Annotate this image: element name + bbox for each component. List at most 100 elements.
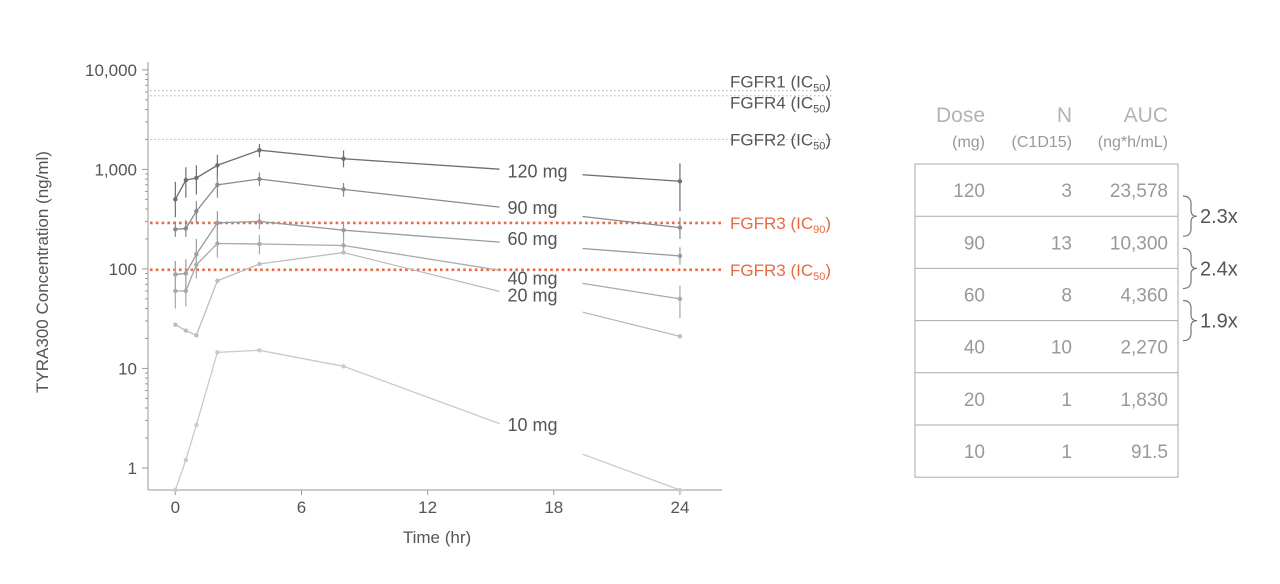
table-cell: 10 [964,442,985,463]
series-line [175,242,500,292]
table-header-title: AUC [1124,104,1168,127]
dose-label: 60 mg [508,229,558,249]
data-point [183,457,189,463]
data-point [677,487,683,493]
data-point [194,422,199,428]
table-cell: 20 [964,390,985,411]
dose-label: 10 mg [508,415,558,435]
table-cell: 10,300 [1110,233,1168,254]
table-cell: 120 [953,181,985,202]
series-line-tail [582,215,681,229]
series-10-mg: 10 mg [173,348,683,493]
ref-label-fgfr3-ic90: FGFR3 (IC90) [730,214,831,236]
table-cell: 1 [1061,442,1072,463]
data-point [677,179,683,184]
data-point [215,241,220,246]
ratio-bracket [1182,195,1198,237]
table-cell: 1 [1061,390,1072,411]
dose-label: 90 mg [508,198,558,218]
ratio-label: 1.9x [1200,311,1238,333]
data-point [341,187,346,192]
data-point [341,243,346,248]
data-point [173,487,178,493]
data-point [183,226,189,231]
y-tick-label: 100 [109,260,137,279]
table-header-title: N [1057,104,1072,127]
table-cell: 13 [1051,233,1072,254]
data-point [215,350,220,355]
data-point [194,175,199,181]
ref-label-fgfr2-ic50: FGFR2 (IC50) [730,130,831,152]
data-point [341,156,346,161]
table-cell: 10 [1051,338,1072,359]
series-20-mg: 20 mg [173,250,683,339]
data-point [173,322,178,327]
series-line-tail [582,174,680,182]
data-point [677,296,683,302]
data-point [215,220,220,226]
data-point [215,278,220,283]
series-120-mg: 120 mg [173,143,683,218]
data-point [215,182,220,188]
x-tick-label: 12 [418,498,437,517]
data-point [215,163,220,168]
table-cell: 1,830 [1120,390,1168,411]
x-tick-label: 24 [670,498,689,517]
ratio-label: 2.4x [1200,258,1238,280]
data-point [341,227,346,233]
table-cell: 3 [1061,181,1072,202]
data-point [173,288,178,294]
y-tick-label: 1,000 [94,160,137,179]
ratio-bracket [1182,247,1198,290]
data-point [257,176,262,182]
data-point [677,225,683,230]
y-tick-label: 1 [128,459,137,478]
ref-label-fgfr3-ic50: FGFR3 (IC50) [730,261,831,283]
x-tick-label: 18 [544,498,563,517]
data-point [677,253,683,259]
series-line [175,251,500,337]
table-header-unit: (mg) [952,134,985,151]
data-point [257,241,262,247]
table-cell: 91.5 [1131,442,1168,463]
ratio-bracket [1182,299,1198,342]
table-header-title: Dose [936,104,985,127]
data-point [183,328,189,333]
data-point [341,250,346,255]
table-cell: 8 [1061,286,1072,307]
y-tick-label: 10,000 [85,61,137,80]
auc-table: Dose(mg)N(C1D15)AUC(ng*h/mL)120 3 23,57890… [914,104,1238,478]
data-point [173,227,178,232]
y-axis-title: TYRA300 Concentration (ng/ml) [33,151,52,393]
table-cell: 40 [964,338,985,359]
series-90-mg: 90 mg [173,172,683,239]
data-point [257,219,262,224]
dose-label: 40 mg [508,269,558,289]
data-point [173,197,178,202]
series-40-mg: 40 mg [173,229,683,319]
series-line-tail [582,453,681,491]
data-point [257,348,262,353]
ref-label-fgfr4-ic50: FGFR4 (IC50) [730,94,831,116]
data-point [194,262,199,267]
series-line [174,149,500,200]
table-cell: 60 [964,286,985,307]
table-cell: 2,270 [1120,338,1168,359]
ref-label-fgfr1-ic50: FGFR1 (IC50) [730,73,831,95]
table-cell: 90 [964,233,985,254]
data-point [194,333,199,338]
table-cell: 23,578 [1110,181,1168,202]
table-header-unit: (C1D15) [1012,134,1072,151]
dose-label: 20 mg [508,286,558,306]
series-line-tail [582,311,681,337]
data-point [341,364,346,369]
data-point [257,147,262,153]
ratio-label: 2.3x [1200,206,1238,228]
table-cell: 4,360 [1120,286,1168,307]
data-point [194,209,199,214]
series-line [174,349,500,491]
data-point [183,288,189,294]
dose-label: 120 mg [508,162,568,182]
